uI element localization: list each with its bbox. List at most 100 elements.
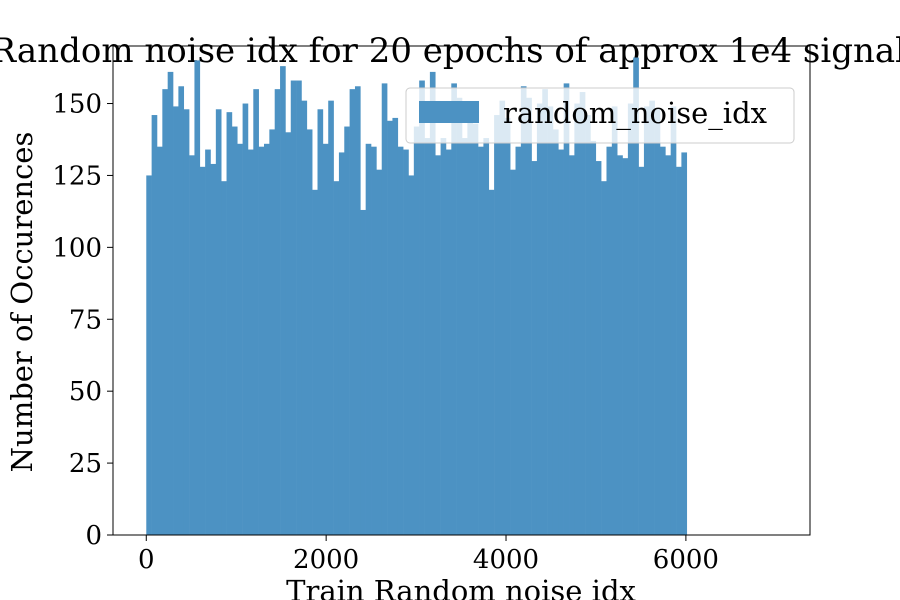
histogram-bar [590, 140, 597, 536]
histogram-bar [622, 158, 629, 535]
histogram-bar [445, 149, 452, 536]
histogram-bar [258, 146, 265, 535]
histogram-bar [413, 126, 420, 535]
histogram-bar [681, 152, 688, 535]
histogram-bar [189, 155, 195, 535]
histogram-bar [531, 161, 538, 535]
histogram-bar [499, 100, 506, 536]
histogram-bar [290, 80, 297, 536]
histogram-bar [403, 149, 409, 536]
histogram-bar [344, 126, 350, 535]
histogram-bar [536, 103, 543, 535]
histogram-bar [461, 138, 468, 536]
histogram-bar [247, 149, 254, 536]
histogram-bar [574, 103, 581, 535]
legend: random_noise_idx [405, 87, 795, 144]
histogram-bar [547, 106, 554, 535]
histogram-bar [649, 100, 655, 536]
y-tick-label: 150 [52, 90, 102, 120]
histogram-bar [242, 103, 249, 535]
histogram-bar [226, 112, 233, 535]
histogram-bar [456, 97, 463, 535]
x-axis-label: Train Random noise idx [286, 574, 636, 600]
histogram-bar [338, 152, 345, 535]
histogram-bar [354, 86, 361, 536]
y-tick-label: 100 [52, 233, 102, 263]
chart-title: Random noise idx for 20 epochs of approx… [0, 31, 900, 71]
histogram-bar [429, 71, 436, 535]
histogram-bar [173, 106, 179, 535]
histogram-bar [371, 146, 377, 535]
histogram-bar [183, 109, 190, 535]
histogram-bar [424, 138, 431, 536]
histogram-bars [146, 57, 688, 536]
histogram-bar [381, 83, 388, 535]
histogram-bar [638, 166, 645, 535]
x-tick-label: 4000 [473, 545, 539, 575]
histogram-bar [322, 143, 329, 536]
histogram-bar [167, 71, 174, 535]
histogram-bar [627, 103, 634, 535]
histogram-bar [611, 106, 618, 535]
x-tick-label: 6000 [653, 545, 719, 575]
y-axis-ticks: 0 25 50 75 100 125 150 [52, 90, 113, 551]
legend-box [405, 87, 795, 144]
histogram-bar [617, 155, 623, 535]
histogram-bar [365, 143, 372, 536]
histogram-bar [221, 181, 227, 535]
x-tick-label: 2000 [293, 545, 359, 575]
histogram-bar [654, 109, 661, 535]
histogram-bar [264, 143, 270, 536]
histogram-bar [296, 80, 302, 536]
histogram-bar [435, 155, 441, 535]
histogram-bar [526, 97, 532, 535]
histogram-bar [392, 117, 399, 535]
histogram-bar [269, 129, 275, 536]
y-tick-label: 50 [69, 377, 102, 407]
histogram-bar [483, 138, 490, 536]
histogram-bar [151, 115, 158, 535]
y-tick-label: 25 [69, 449, 102, 479]
histogram-bar [520, 86, 527, 536]
histogram-bar [585, 115, 591, 535]
histogram-bar [199, 166, 206, 535]
histogram-bar [510, 169, 516, 535]
histogram-bar [494, 115, 500, 535]
y-axis-label: Number of Occurences [5, 132, 39, 473]
histogram-bar [504, 117, 511, 535]
histogram-bar [563, 83, 570, 535]
histogram-bar [376, 169, 383, 535]
histogram-bar [558, 149, 564, 536]
histogram-bar [280, 66, 286, 535]
histogram-bar [552, 129, 559, 536]
histogram-bar [665, 155, 671, 535]
histogram-bar [317, 109, 324, 535]
plot-frame [112, 45, 811, 536]
legend-swatch [419, 101, 479, 123]
histogram-bar [472, 123, 479, 535]
histogram-bar [328, 100, 334, 536]
histogram-bar [595, 161, 602, 535]
histogram-bar [670, 106, 677, 535]
histogram-bar [306, 129, 313, 536]
histogram-bar [606, 146, 613, 535]
histogram-bar [569, 155, 575, 535]
histogram-bar [253, 89, 259, 536]
x-axis-ticks: 0 2000 4000 6000 [138, 535, 719, 575]
histogram-bar [301, 100, 308, 536]
histogram-bar [440, 138, 447, 536]
histogram-bar [387, 120, 393, 535]
x-tick-label: 0 [138, 545, 155, 575]
histogram-bar [333, 181, 340, 535]
histogram-bar [478, 146, 484, 535]
histogram-bar [659, 146, 666, 535]
histogram-bar [205, 149, 211, 536]
histogram-bar [349, 89, 356, 536]
histogram-bar [285, 132, 292, 536]
histogram-bar [633, 57, 639, 535]
histogram-bar [397, 146, 404, 535]
histogram-bar [210, 163, 217, 535]
histogram-bar [231, 126, 238, 535]
y-tick-label: 75 [69, 305, 102, 335]
